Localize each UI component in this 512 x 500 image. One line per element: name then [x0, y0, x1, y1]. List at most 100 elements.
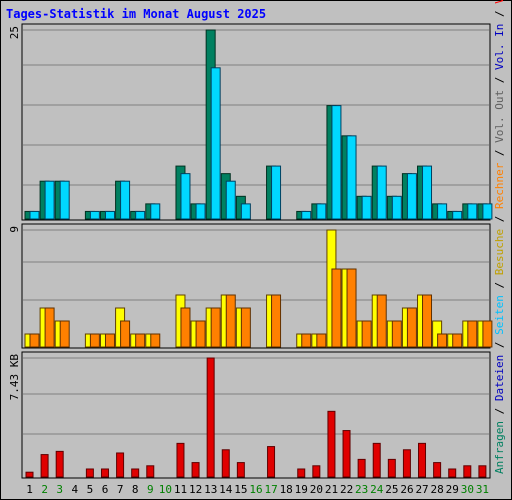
bar-volumen-day-12 [191, 462, 200, 478]
bar-dateien-day-8 [135, 210, 146, 220]
legend-part-5: / [493, 275, 506, 295]
bar-dateien-day-27 [422, 165, 433, 220]
x-axis-labels: 1 2 3 4 5 6 7 8 9 10 11 12 13 14 15 16 17 18 19 20 21 22 23 24 2… [26, 483, 489, 496]
bar-volumen-day-14 [221, 449, 230, 478]
x-tick-label-17: 17 [264, 483, 277, 496]
x-tick-label-23: 23 [355, 483, 368, 496]
bar-dateien-day-14 [225, 180, 236, 220]
bar-rechner-day-12 [195, 320, 206, 348]
x-tick-label-15: 15 [234, 483, 247, 496]
bar-rechner-day-5 [89, 333, 100, 348]
bar-volumen-day-26 [402, 449, 411, 478]
bar-rechner-day-15 [240, 307, 251, 348]
legend-part-7: / [493, 209, 506, 229]
x-tick-label-10: 10 [159, 483, 172, 496]
bar-dateien-day-22 [346, 135, 357, 220]
bar-rechner-day-6 [104, 333, 115, 348]
x-tick-label-9: 9 [147, 483, 154, 496]
bar-rechner-day-22 [346, 268, 357, 348]
x-tick-label-2: 2 [41, 483, 48, 496]
x-tick-label-7: 7 [117, 483, 124, 496]
bar-dateien-day-25 [391, 195, 402, 220]
bar-rechner-day-21 [331, 268, 342, 348]
bar-volumen-day-29 [448, 468, 457, 478]
bar-rechner-day-3 [59, 320, 70, 348]
x-tick-label-19: 19 [295, 483, 308, 496]
bar-dateien-day-17 [271, 165, 282, 220]
bar-dateien-day-26 [406, 173, 417, 220]
x-tick-label-20: 20 [310, 483, 323, 496]
bar-dateien-day-31 [482, 203, 493, 220]
bar-rechner-day-17 [271, 294, 282, 348]
bar-volumen-day-17 [267, 446, 276, 478]
x-tick-label-26: 26 [400, 483, 413, 496]
x-tick-label-12: 12 [189, 483, 202, 496]
bar-dateien-day-2 [44, 180, 55, 220]
bar-rechner-day-27 [422, 294, 433, 348]
bar-dateien-day-6 [104, 210, 115, 220]
bar-dateien-day-15 [240, 203, 251, 220]
bar-volumen-day-24 [372, 442, 381, 478]
bar-rechner-day-23 [361, 320, 372, 348]
x-tick-label-21: 21 [325, 483, 338, 496]
bar-rechner-day-29 [452, 333, 463, 348]
x-tick-label-28: 28 [431, 483, 444, 496]
bar-dateien-day-5 [89, 210, 100, 220]
bar-volumen-day-9 [146, 465, 155, 478]
bar-volumen-day-13 [206, 357, 215, 478]
bar-rechner-day-28 [437, 333, 448, 348]
bar-volumen-day-11 [176, 442, 185, 478]
x-tick-label-18: 18 [280, 483, 293, 496]
bar-volumen-day-5 [85, 468, 94, 478]
legend-part-4: Seiten [493, 295, 506, 335]
x-tick-label-31: 31 [476, 483, 489, 496]
x-tick-label-4: 4 [72, 483, 79, 496]
bar-volumen-day-21 [327, 410, 336, 478]
legend-part-14: Volumen [493, 0, 506, 4]
plot-area [21, 351, 491, 479]
y-axis-max-label: 7.43 KB [8, 354, 21, 401]
legend-part-0: Anfragen [493, 421, 506, 474]
bar-volumen-day-27 [418, 442, 427, 478]
bar-volumen-day-25 [387, 458, 396, 478]
bar-volumen-day-3 [55, 450, 64, 478]
bar-rechner-day-14 [225, 294, 236, 348]
bar-volumen-day-22 [342, 430, 351, 478]
bar-volumen-day-7 [116, 452, 125, 478]
bar-rechner-day-11 [180, 307, 191, 348]
x-tick-label-25: 25 [385, 483, 398, 496]
bar-rechner-day-2 [44, 307, 55, 348]
x-tick-label-1: 1 [26, 483, 33, 496]
x-tick-label-22: 22 [340, 483, 353, 496]
y-axis-max-label: 25 [8, 26, 21, 39]
legend-part-12: Vol. In [493, 24, 506, 70]
bar-volumen-day-31 [478, 465, 487, 478]
bar-volumen-day-2 [40, 454, 49, 478]
bar-rechner-day-19 [301, 333, 312, 348]
bar-volumen-day-30 [463, 465, 472, 478]
legend-part-11: / [493, 70, 506, 90]
bar-rechner-day-30 [467, 320, 478, 348]
bar-rechner-day-24 [376, 294, 387, 348]
bar-rechner-day-25 [391, 320, 402, 348]
bar-dateien-day-3 [59, 180, 70, 220]
x-tick-label-16: 16 [249, 483, 262, 496]
bar-dateien-day-23 [361, 195, 372, 220]
x-tick-label-30: 30 [461, 483, 474, 496]
legend-part-10: Vol. Out [493, 90, 506, 143]
bar-volumen-day-6 [100, 468, 109, 478]
bar-dateien-day-29 [452, 210, 463, 220]
bar-volumen-day-20 [312, 465, 321, 478]
bar-dateien-day-20 [316, 203, 327, 220]
bar-dateien-day-11 [180, 173, 191, 220]
legend-part-13: / [493, 4, 506, 24]
legend-part-1: / [493, 401, 506, 421]
bar-volumen-day-15 [236, 462, 245, 478]
bar-dateien-day-7 [120, 180, 131, 220]
x-tick-label-27: 27 [415, 483, 428, 496]
bar-dateien-day-28 [437, 203, 448, 220]
bar-dateien-day-30 [467, 203, 478, 220]
bar-rechner-day-31 [482, 320, 493, 348]
bar-rechner-day-20 [316, 333, 327, 348]
